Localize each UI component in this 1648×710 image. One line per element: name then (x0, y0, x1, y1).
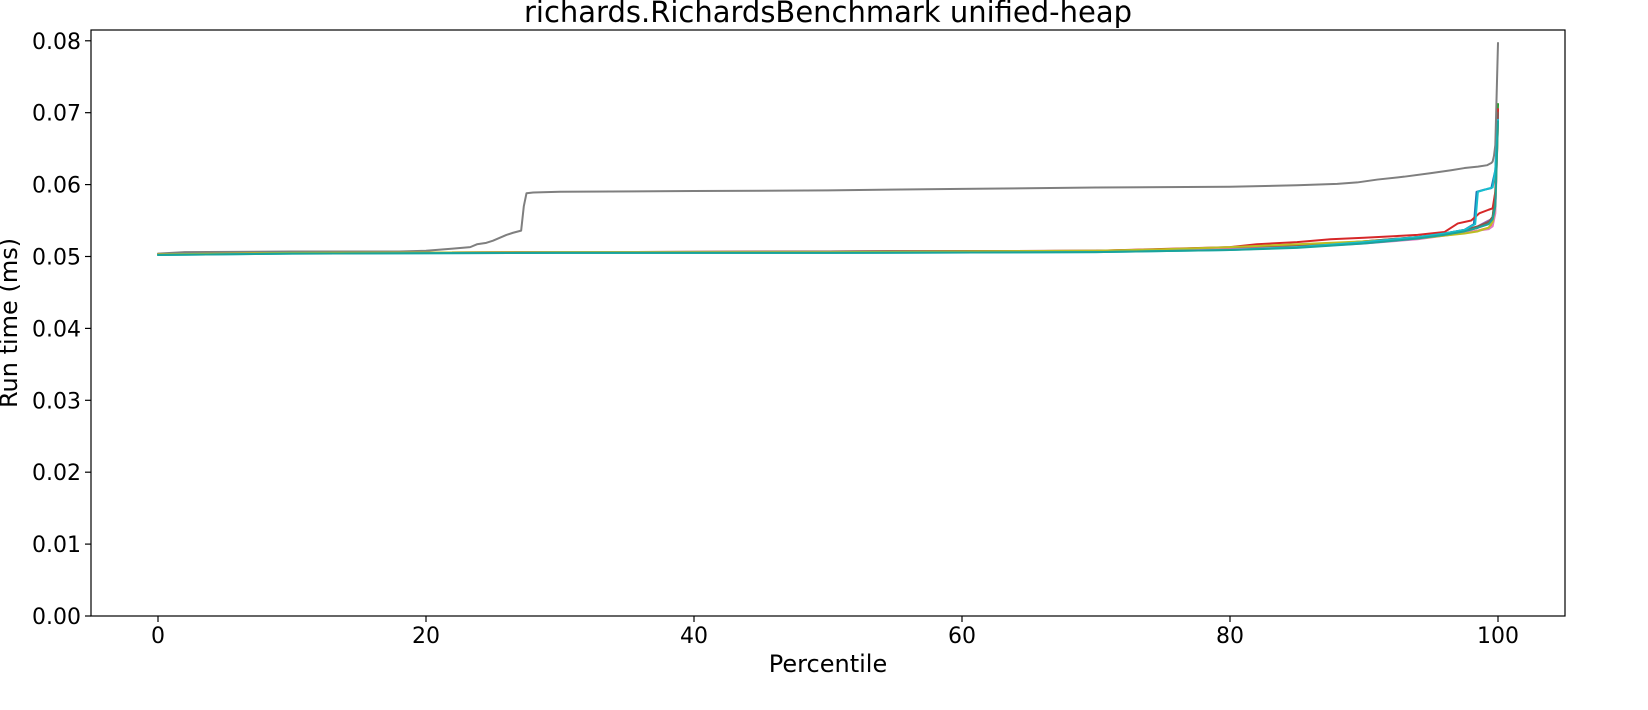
x-tick-label: 40 (680, 624, 708, 649)
series-lines (157, 41, 1499, 257)
y-tick-label: 0.04 (32, 317, 81, 342)
y-tick-label: 0.06 (32, 174, 81, 199)
x-tick-label: 0 (151, 624, 165, 649)
series-line-6 (157, 111, 1499, 256)
x-axis: 0 20 40 60 80 100 (151, 616, 1519, 649)
series-line-7 (157, 118, 1499, 256)
y-tick-label: 0.00 (32, 605, 81, 630)
plot-frame (90, 29, 1566, 617)
series-line-3 (157, 103, 1499, 256)
x-tick-label: 80 (1216, 624, 1244, 649)
series-line-11 (157, 120, 1499, 257)
y-tick-label: 0.07 (32, 102, 81, 127)
x-tick-label: 60 (948, 624, 976, 649)
y-tick-label: 0.08 (32, 30, 81, 55)
y-tick-label: 0.01 (32, 533, 81, 558)
series-line-4 (157, 108, 1499, 256)
chart-title: richards.RichardsBenchmark unified-heap (524, 0, 1132, 29)
y-tick-label: 0.02 (32, 461, 81, 486)
y-axis: 0.00 0.01 0.02 0.03 0.04 0.05 0.06 0.07 0.08 (32, 30, 91, 630)
y-tick-label: 0.03 (32, 389, 81, 414)
series-line-9 (157, 122, 1499, 256)
series-line-2 (157, 118, 1499, 256)
y-axis-label: Run time (ms) (0, 238, 23, 408)
series-line-8 (157, 41, 1499, 255)
x-axis-label: Percentile (769, 650, 887, 678)
x-tick-label: 20 (412, 624, 440, 649)
series-line-10 (157, 118, 1499, 257)
y-tick-label: 0.05 (32, 245, 81, 270)
x-tick-label: 100 (1477, 624, 1519, 649)
series-line-1 (157, 111, 1499, 256)
